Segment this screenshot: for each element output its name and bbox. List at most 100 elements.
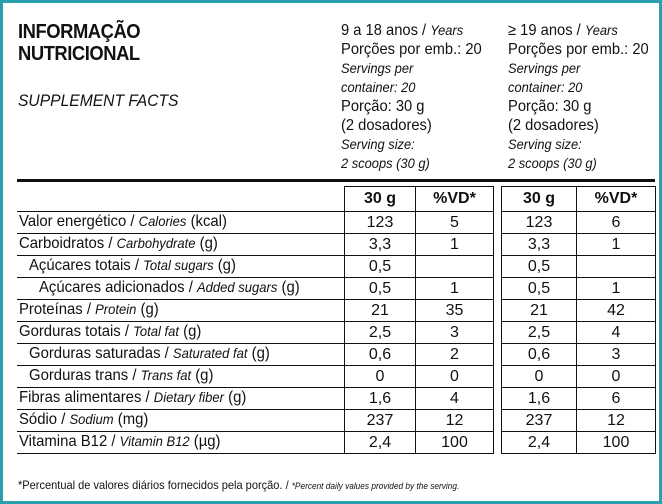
value-cell: 2,5 <box>501 321 577 344</box>
title-line: INFORMAÇÃO <box>18 21 141 43</box>
name-en: Added sugars <box>196 279 278 295</box>
name-en: Saturated fat <box>172 345 248 361</box>
value-cell: 6 <box>576 387 656 410</box>
portion: Porção: 30 g <box>508 98 592 115</box>
value-cell: 3,3 <box>344 233 416 256</box>
name-pt: Sódio / <box>19 411 66 428</box>
nutrient-label: Carboidratos / Carbohydrate (g) <box>19 235 218 253</box>
subtitle: SUPPLEMENT FACTS <box>18 91 179 110</box>
portion: (2 dosadores) <box>508 117 599 134</box>
title-line: NUTRICIONAL <box>18 43 140 65</box>
servings-en: Servings per <box>341 60 414 76</box>
nutrient-name: Gorduras saturadas / Saturated fat (g) <box>17 343 344 366</box>
portion-en: 2 scoops (30 g) <box>508 155 597 171</box>
portion: Porção: 30 g <box>341 98 425 115</box>
unit: (µg) <box>193 433 221 450</box>
footnote-pt: *Percentual de valores diários fornecido… <box>18 478 289 492</box>
nutrient-label: Gorduras saturadas / Saturated fat (g) <box>29 345 270 363</box>
value-cell: 12 <box>415 409 494 432</box>
value-cell: 0,6 <box>501 343 577 366</box>
servings: Porções por emb.: 20 <box>508 41 649 58</box>
value-cell: 35 <box>415 299 494 322</box>
value-cell: 0,5 <box>501 255 577 278</box>
unit: (g) <box>281 279 300 296</box>
value-cell: 0 <box>415 365 494 388</box>
header-line: Porções por emb.: 20 <box>508 40 649 59</box>
unit: (g) <box>217 257 236 274</box>
value-cell: 1 <box>415 233 494 256</box>
nutrient-name: Gorduras totais / Total fat (g) <box>17 321 344 344</box>
header-line: (2 dosadores) <box>508 116 649 135</box>
nutrient-label: Açúcares adicionados / Added sugars (g) <box>39 279 300 297</box>
value-cell: 1 <box>576 277 656 300</box>
column-header: 30 g <box>501 186 577 212</box>
name-pt: Açúcares adicionados / <box>39 279 193 296</box>
value-cell <box>576 255 656 278</box>
portion-en: Serving size: <box>508 136 582 152</box>
header-line: container: 20 <box>508 78 649 97</box>
nutrient-name: Gorduras trans / Trans fat (g) <box>17 365 344 388</box>
header-line: Servings per <box>341 59 482 78</box>
name-en: Protein <box>95 301 137 317</box>
nutrient-name: Valor energético / Calories (kcal) <box>17 211 344 234</box>
unit: (g) <box>251 345 270 362</box>
value-cell: 0,5 <box>344 255 416 278</box>
value-cell: 2,4 <box>344 431 416 454</box>
value-cell: 0,5 <box>344 277 416 300</box>
header-line: (2 dosadores) <box>341 116 482 135</box>
value-cell: 237 <box>344 409 416 432</box>
header-line: Porção: 30 g <box>341 97 482 116</box>
nutrient-label: Gorduras totais / Total fat (g) <box>19 323 201 341</box>
group-header: 9 a 18 anos / Years Porções por emb.: 20 S… <box>341 21 482 173</box>
age-en: Years <box>430 22 464 38</box>
column-header: %VD* <box>576 186 656 212</box>
column-header: 30 g <box>344 186 416 212</box>
value-cell: 21 <box>501 299 577 322</box>
nutrient-label: Gorduras trans / Trans fat (g) <box>29 367 213 385</box>
value-cell: 2,5 <box>344 321 416 344</box>
nutrient-label: Vitamina B12 / Vitamin B12 (µg) <box>19 433 221 451</box>
value-cell: 2,4 <box>501 431 577 454</box>
age: ≥ 19 anos / <box>508 22 581 39</box>
nutrient-label: Valor energético / Calories (kcal) <box>19 213 227 231</box>
value-cell: 4 <box>415 387 494 410</box>
name-en: Dietary fiber <box>153 389 224 405</box>
name-en: Total sugars <box>143 257 214 273</box>
value-cell: 0 <box>576 365 656 388</box>
header-line: Porção: 30 g <box>508 97 649 116</box>
value-cell: 100 <box>576 431 656 454</box>
unit: (g) <box>183 323 202 340</box>
unit: (g) <box>140 301 159 318</box>
nutrient-label: Proteínas / Protein (g) <box>19 301 159 319</box>
value-cell: 5 <box>415 211 494 234</box>
name-en: Calories <box>138 213 187 229</box>
nutrient-label: Sódio / Sodium (mg) <box>19 411 148 429</box>
nutrient-name: Sódio / Sodium (mg) <box>17 409 344 432</box>
value-cell <box>415 255 494 278</box>
header-line: 2 scoops (30 g) <box>341 154 482 173</box>
portion-en: 2 scoops (30 g) <box>341 155 430 171</box>
unit: (g) <box>228 389 247 406</box>
value-cell: 21 <box>344 299 416 322</box>
name-pt: Proteínas / <box>19 301 91 318</box>
name-en: Trans fat <box>140 367 192 383</box>
name-pt: Gorduras trans / <box>29 367 137 384</box>
header-spacer <box>17 186 344 212</box>
header-line: 9 a 18 anos / Years <box>341 21 482 40</box>
name-pt: Fibras alimentares / <box>19 389 150 406</box>
nutrient-label: Fibras alimentares / Dietary fiber (g) <box>19 389 246 407</box>
value-cell: 0 <box>501 365 577 388</box>
value-cell: 0,5 <box>501 277 577 300</box>
value-cell: 6 <box>576 211 656 234</box>
footnote-en: *Percent daily values provided by the se… <box>291 481 460 491</box>
header-line: container: 20 <box>341 78 482 97</box>
servings: Porções por emb.: 20 <box>341 41 482 58</box>
nutrient-name: Fibras alimentares / Dietary fiber (g) <box>17 387 344 410</box>
unit: (kcal) <box>190 213 227 230</box>
value-cell: 1,6 <box>344 387 416 410</box>
nutrient-name: Vitamina B12 / Vitamin B12 (µg) <box>17 431 344 454</box>
header-line: Serving size: <box>341 135 482 154</box>
servings-en: Servings per <box>508 60 581 76</box>
thick-rule <box>17 179 655 182</box>
